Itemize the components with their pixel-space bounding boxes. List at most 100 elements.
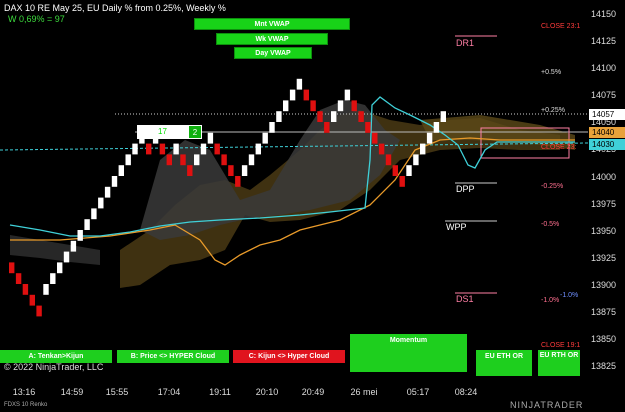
renko-brick-down <box>15 273 22 284</box>
renko-brick-up <box>200 143 207 155</box>
momentum-button[interactable]: Momentum <box>350 334 467 372</box>
x-tick: 20:49 <box>301 387 325 397</box>
indicator-lines <box>9 96 575 266</box>
monthly-vwap-button[interactable]: Mnt VWAP <box>194 18 350 30</box>
y-tick: 13875 <box>591 307 617 317</box>
pct-label: +0.25% <box>541 107 565 114</box>
brick-counter: 17 <box>137 125 188 139</box>
renko-brick-down <box>358 111 364 122</box>
vwap-cyan-dashed <box>0 142 589 151</box>
level-lines <box>0 35 589 294</box>
y-tick: 13825 <box>591 361 617 371</box>
renko-brick-up <box>50 273 56 284</box>
renko-brick-down <box>317 111 323 122</box>
weekly-vwap-button[interactable]: Wk VWAP <box>216 33 328 45</box>
renko-brick-down <box>365 122 371 133</box>
renko-brick-down <box>214 143 220 155</box>
x-tick: 13:16 <box>12 387 36 397</box>
renko-brick-up <box>420 143 426 155</box>
tenkan-kijun-button[interactable]: A: Tenkan>Kijun <box>0 350 112 363</box>
level-price-box-orange: 14040 <box>589 127 625 138</box>
pct-label: -1.0% <box>541 297 560 304</box>
kumo-cloud-gray <box>140 100 400 240</box>
copyright-text: © 2022 NinjaTrader, LLC <box>4 362 104 372</box>
renko-brick-up <box>331 111 337 122</box>
ds1-label: DS1 <box>456 294 474 304</box>
renko-brick-down <box>221 154 227 166</box>
renko-brick-up <box>125 154 131 166</box>
y-tick: 14000 <box>591 172 617 182</box>
renko-brick-up <box>269 122 275 133</box>
y-tick: 14050 <box>591 117 617 127</box>
price-hyper-cloud-button[interactable]: B: Price <> HYPER Cloud <box>117 350 229 363</box>
y-tick: 14125 <box>591 36 617 46</box>
y-tick: 13900 <box>591 280 617 290</box>
renko-brick-up <box>426 132 433 144</box>
close-label: CLOSE 23: <box>541 144 577 151</box>
instrument-label: FDXS 10 Renko <box>4 402 48 408</box>
y-tick: 13925 <box>591 253 617 263</box>
kijun-hyper-cloud-button[interactable]: C: Kijun <> Hyper Cloud <box>233 350 345 363</box>
chart-title: DAX 10 RE May 25, EU Daily % from 0.25%,… <box>4 3 226 13</box>
renko-brick-down <box>351 100 357 112</box>
eu-eth-or-button[interactable]: EU ETH OR <box>476 350 532 376</box>
eu-rth-or-button[interactable]: EU RTH OR <box>538 350 580 376</box>
renko-brick-up <box>440 111 446 122</box>
renko-brick-up <box>43 284 49 295</box>
y-tick: 13975 <box>591 199 617 209</box>
y-tick: 14150 <box>591 9 617 19</box>
renko-brick-down <box>187 165 193 176</box>
renko-brick-down <box>166 154 172 166</box>
x-tick: 20:10 <box>255 387 279 397</box>
renko-brick-down <box>228 165 234 176</box>
renko-bricks <box>9 78 446 317</box>
renko-brick-up <box>77 230 83 241</box>
last-price-box: 14057 <box>589 109 625 120</box>
renko-brick-down <box>385 154 392 166</box>
ninjatrader-logo: NINJATRADER <box>510 400 584 410</box>
renko-brick-up <box>241 165 248 176</box>
renko-brick-down <box>399 176 405 187</box>
renko-brick-up <box>406 165 412 176</box>
renko-brick-up <box>289 89 296 101</box>
y-tick: 14100 <box>591 63 617 73</box>
renko-brick-up <box>70 240 77 252</box>
renko-brick-down <box>9 262 15 274</box>
renko-brick-up <box>104 186 111 198</box>
renko-brick-up <box>98 197 104 209</box>
renko-brick-up <box>337 100 344 112</box>
renko-brick-up <box>84 219 90 230</box>
pct-label: +0.5% <box>541 69 562 76</box>
x-tick: 17:04 <box>157 387 181 397</box>
renko-brick-down <box>310 100 316 112</box>
renko-brick-up <box>91 208 97 220</box>
renko-brick-down <box>22 284 29 295</box>
renko-brick-up <box>276 111 282 122</box>
renko-brick-up <box>248 154 255 166</box>
close-label: CLOSE 23:1 <box>541 23 581 30</box>
level-price-box-cyan: 14030 <box>589 139 625 150</box>
renko-brick-down <box>146 143 152 155</box>
renko-brick-down <box>29 294 35 306</box>
daily-vwap-button[interactable]: Day VWAP <box>234 47 312 59</box>
renko-brick-up <box>255 143 261 155</box>
kumo-cloud-gray-left <box>10 235 100 265</box>
renko-brick-down <box>159 143 166 155</box>
renko-brick-down <box>378 143 385 155</box>
x-tick: 05:17 <box>406 387 430 397</box>
pct-label: -0.5% <box>541 221 560 228</box>
x-tick: 14:59 <box>60 387 84 397</box>
kijun-orange-line <box>10 137 575 266</box>
renko-brick-up <box>283 100 289 112</box>
tenkan-cyan-line <box>9 96 575 237</box>
renko-brick-up <box>173 143 179 155</box>
renko-brick-up <box>262 132 268 144</box>
renko-brick-up <box>63 251 70 263</box>
pct-label: -1.0% <box>560 292 579 299</box>
pct-label: -0.25% <box>541 183 564 190</box>
renko-brick-up <box>111 176 118 187</box>
renko-brick-down <box>372 132 378 144</box>
y-tick: 14075 <box>591 90 617 100</box>
